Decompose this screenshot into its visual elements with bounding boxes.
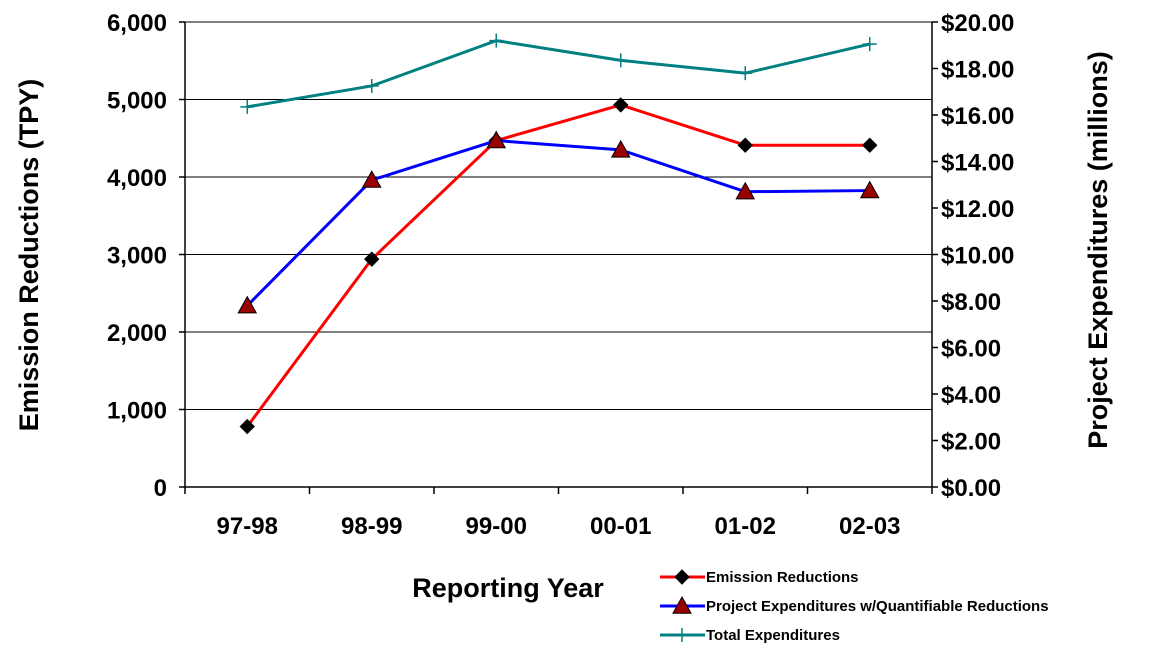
left-tick-label: 2,000 xyxy=(107,320,167,347)
left-axis-ticks: 0 1,000 2,000 3,000 4,000 5,000 6,000 xyxy=(107,10,185,502)
data-point-cross xyxy=(675,628,689,642)
data-point-diamond xyxy=(862,137,878,153)
x-axis-title: Reporting Year xyxy=(412,573,604,603)
left-tick-label: 3,000 xyxy=(107,243,167,270)
data-point-cross xyxy=(364,78,379,93)
right-tick-label: $12.00 xyxy=(941,196,1014,223)
legend: Emission Reductions Project Expenditures … xyxy=(660,569,1049,644)
data-point-cross xyxy=(613,53,628,68)
series-line xyxy=(247,39,871,109)
left-tick-label: 4,000 xyxy=(107,165,167,192)
right-tick-label: $4.00 xyxy=(941,382,1001,409)
x-tick-label: 97-98 xyxy=(217,513,278,540)
right-tick-label: $10.00 xyxy=(941,243,1014,270)
series-line xyxy=(246,103,870,428)
data-point-triangle xyxy=(486,130,507,149)
right-tick-label: $18.00 xyxy=(941,57,1014,84)
data-point-triangle xyxy=(735,181,756,200)
series-group xyxy=(237,33,880,435)
right-tick-label: $6.00 xyxy=(941,336,1001,363)
legend-item: Project Expenditures w/Quantifiable Redu… xyxy=(660,595,1049,615)
data-point-triangle xyxy=(237,295,258,314)
right-tick-label: $8.00 xyxy=(941,289,1001,316)
data-point-cross xyxy=(862,37,877,52)
x-axis-ticks: 97-98 98-99 99-00 00-01 01-02 02-03 xyxy=(184,487,933,540)
data-point-triangle xyxy=(610,139,631,158)
series-3 xyxy=(240,33,877,114)
legend-item: Total Expenditures xyxy=(660,627,840,644)
right-tick-label: $16.00 xyxy=(941,103,1014,130)
data-point-triangle xyxy=(361,170,382,188)
data-point-diamond xyxy=(364,251,380,267)
legend-item: Emission Reductions xyxy=(660,569,859,586)
data-point-diamond xyxy=(674,569,690,585)
left-tick-label: 6,000 xyxy=(107,10,167,37)
legend-label: Project Expenditures w/Quantifiable Redu… xyxy=(706,598,1049,615)
legend-label: Total Expenditures xyxy=(706,627,840,644)
right-tick-label: $14.00 xyxy=(941,150,1014,177)
x-tick-label: 00-01 xyxy=(590,513,651,540)
data-point-cross xyxy=(489,33,504,48)
left-tick-label: 0 xyxy=(154,475,167,502)
data-point-triangle xyxy=(672,595,692,614)
right-tick-label: $2.00 xyxy=(941,429,1001,456)
x-tick-label: 98-99 xyxy=(341,513,402,540)
x-tick-label: 01-02 xyxy=(715,513,776,540)
series-line xyxy=(246,139,870,307)
data-point-diamond xyxy=(737,137,753,153)
data-point-cross xyxy=(738,66,753,81)
right-axis-title: Project Expenditures (millions) xyxy=(1083,51,1113,449)
left-axis-title: Emission Reductions (TPY) xyxy=(14,79,44,432)
gridlines xyxy=(185,21,932,410)
x-tick-label: 99-00 xyxy=(466,513,527,540)
data-point-triangle xyxy=(859,180,880,199)
left-tick-label: 5,000 xyxy=(107,88,167,115)
data-point-diamond xyxy=(239,418,255,435)
legend-label: Emission Reductions xyxy=(706,569,859,586)
data-point-diamond xyxy=(613,97,629,113)
right-tick-label: $20.00 xyxy=(941,10,1014,37)
data-point-cross xyxy=(240,99,255,114)
right-tick-label: $0.00 xyxy=(941,475,1001,502)
left-tick-label: 1,000 xyxy=(107,398,167,425)
series-2 xyxy=(237,130,880,314)
right-axis-ticks: $0.00 $2.00 $4.00 $6.00 $8.00 $10.00 $12.00 $14… xyxy=(932,10,1014,502)
series-1 xyxy=(239,97,878,435)
x-tick-label: 02-03 xyxy=(839,513,900,540)
